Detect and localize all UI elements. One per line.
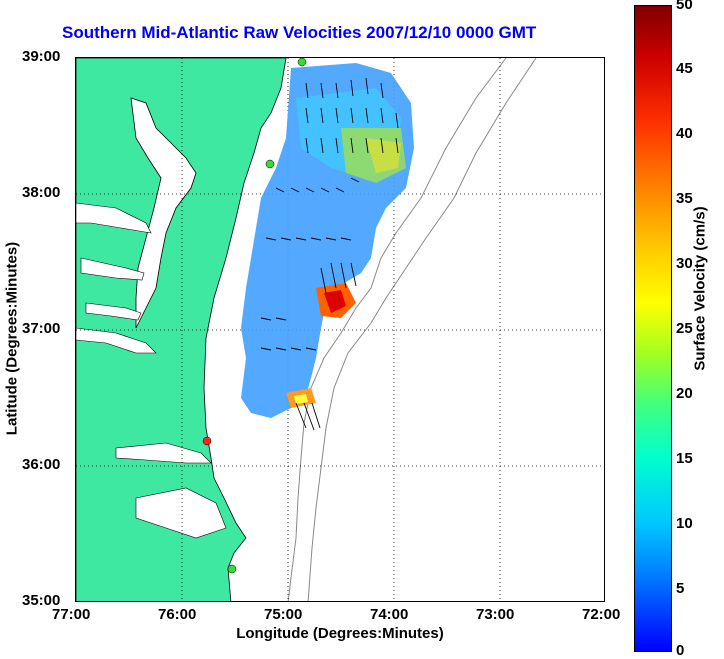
station-marker <box>227 564 237 574</box>
colorbar-tick: 45 <box>676 60 693 77</box>
river-james <box>76 327 157 354</box>
colorbar-tick: 35 <box>676 190 693 207</box>
colorbar-tick: 50 <box>676 0 693 13</box>
y-tick: 36:00 <box>22 456 61 473</box>
station-marker <box>297 58 307 67</box>
pamlico-sound <box>135 487 227 539</box>
colorbar-tick: 30 <box>676 255 693 272</box>
colorbar-tick: 5 <box>676 580 685 597</box>
x-axis-label: Longitude (Degrees:Minutes) <box>236 625 444 642</box>
y-axis-label: Latitude (Degrees:Minutes) <box>3 241 21 436</box>
map-title: Southern Mid-Atlantic Raw Velocities 200… <box>62 23 537 42</box>
y-tick: 38:00 <box>22 184 61 201</box>
bathymetry-contour <box>287 58 507 601</box>
y-tick: 37:00 <box>22 320 61 337</box>
colorbar-label: Surface Velocity (cm/s) <box>691 206 709 371</box>
river-rappahannock <box>80 257 145 281</box>
colorbar-tick: 20 <box>676 385 693 402</box>
x-tick: 72:00 <box>582 606 621 623</box>
map-plot-area <box>75 57 605 602</box>
x-tick: 76:00 <box>158 606 197 623</box>
colorbar-tick: 25 <box>676 320 693 337</box>
y-tick: 39:00 <box>22 48 61 65</box>
colorbar-tick: 0 <box>676 642 685 659</box>
velocity-vectors <box>260 77 399 431</box>
chesapeake-bay <box>130 97 197 329</box>
x-tick: 73:00 <box>476 606 515 623</box>
bathymetry-contour <box>307 58 537 601</box>
x-tick: 74:00 <box>370 606 409 623</box>
colorbar <box>634 5 672 652</box>
colorbar-tick: 10 <box>676 515 693 532</box>
station-marker <box>265 159 275 169</box>
x-tick: 77:00 <box>52 606 91 623</box>
colorbar-tick: 15 <box>676 450 693 467</box>
river-york <box>85 302 142 321</box>
albemarle-sound <box>115 442 212 464</box>
y-tick: 35:00 <box>22 592 61 609</box>
map-svg <box>76 58 604 601</box>
colorbar-tick: 40 <box>676 125 693 142</box>
river-potomac <box>76 202 152 234</box>
station-marker <box>202 436 212 446</box>
x-tick: 75:00 <box>264 606 303 623</box>
